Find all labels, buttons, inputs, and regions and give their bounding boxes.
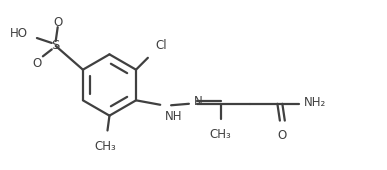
Text: HO: HO — [10, 27, 28, 40]
Text: Cl: Cl — [156, 39, 168, 52]
Text: N: N — [194, 95, 202, 108]
Text: O: O — [53, 16, 62, 29]
Text: CH₃: CH₃ — [95, 140, 116, 153]
Text: NH: NH — [165, 110, 183, 123]
Text: O: O — [277, 129, 286, 141]
Text: O: O — [32, 57, 41, 70]
Text: NH₂: NH₂ — [304, 96, 326, 109]
Text: CH₃: CH₃ — [210, 128, 231, 141]
Text: S: S — [51, 39, 60, 52]
